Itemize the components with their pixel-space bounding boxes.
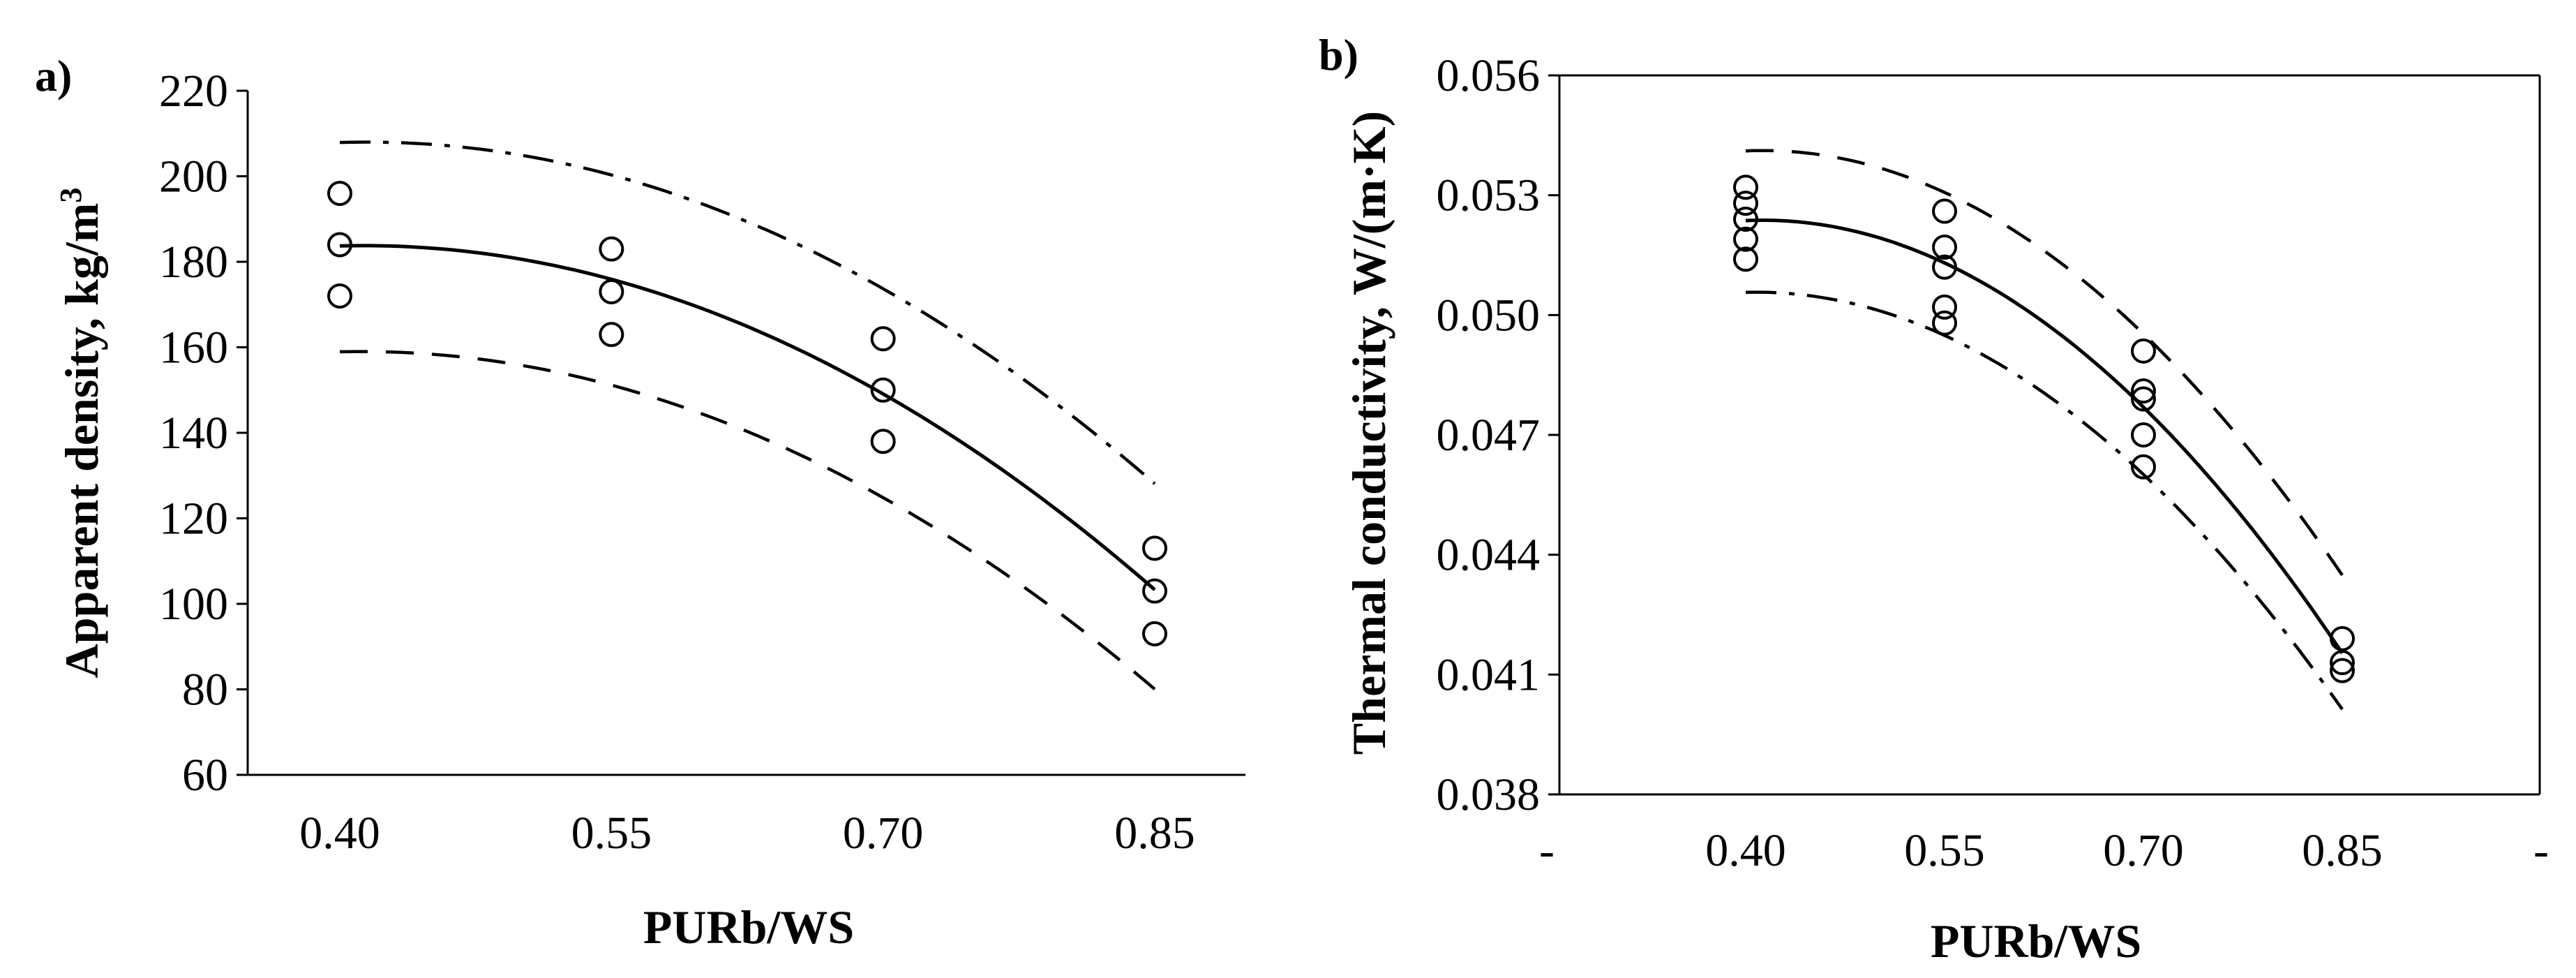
panel-a-data-point <box>599 236 624 262</box>
panel-a-data-point <box>1142 578 1167 604</box>
panel-a-y-tick-label: 80 <box>182 665 228 716</box>
panel-b-data-point <box>2330 625 2355 651</box>
panel-b-y-tick-label: 0.047 <box>1437 410 1541 461</box>
panel-b-data-point <box>1932 294 1957 320</box>
panel-a-y-axis-title: Apparent density, kg/m3 <box>54 188 109 679</box>
panel-a-y-tick-label: 140 <box>159 408 228 459</box>
panel-a-y-axis-title-superscript: 3 <box>54 188 88 203</box>
panel-b-data-point <box>2330 650 2355 676</box>
panel-b-data-point <box>1733 175 1758 200</box>
panel-b-data-point <box>1932 198 1957 224</box>
panel-a-y-tick-label: 200 <box>159 151 228 202</box>
panel-b-y-tick-label: 0.050 <box>1437 290 1541 341</box>
panel-b-x-tick-label: - <box>1539 825 1555 876</box>
panel-b-x-tick-label: - <box>2533 825 2549 876</box>
panel-b-data-point <box>1733 246 1758 272</box>
panel-a-data-point <box>870 326 896 352</box>
panel-b-y-tick-label: 0.038 <box>1437 769 1541 820</box>
panel-b-solid-curve <box>1745 218 2344 655</box>
panel-a-y-tick-label: 220 <box>159 66 228 117</box>
panel-b-data-point <box>2131 378 2156 404</box>
panel-a-solid-curve <box>339 244 1156 591</box>
panel-b-x-tick-label: 0.40 <box>1705 825 1786 876</box>
panel-a-data-point <box>599 322 624 348</box>
panel-a-y-tick-label: 60 <box>182 750 228 801</box>
panel-a-data-point <box>870 377 896 403</box>
panel-b-dash-dot-curve <box>1745 290 2344 711</box>
panel-b-data-point <box>1932 310 1957 336</box>
panel-a-data-point <box>870 429 896 454</box>
panel-b-data-point <box>2330 658 2355 683</box>
panel-a-density-chart: a) 60 80 100 120 140 160 180 200 220 0.40 0.55 0.70… <box>35 51 1245 954</box>
panel-b-x-tick-label: 0.55 <box>1904 825 1985 876</box>
panel-a-data-point <box>327 232 352 258</box>
panel-b-y-tick-label: 0.044 <box>1437 530 1541 581</box>
panel-b-data-point <box>2131 422 2156 447</box>
panel-a-y-tick-label: 180 <box>159 237 228 288</box>
panel-a-data-point <box>1142 535 1167 561</box>
panel-a-x-tick-label: 0.85 <box>1114 808 1195 859</box>
panel-a-y-tick-label: 100 <box>159 579 228 630</box>
panel-a-label: a) <box>35 51 72 101</box>
panel-a-data-point <box>327 283 352 309</box>
panel-b-data-point <box>2131 386 2156 412</box>
panel-a-dashed-curve <box>339 350 1156 690</box>
panel-a-y-tick-label: 160 <box>159 323 228 373</box>
panel-b-y-tick-label: 0.056 <box>1437 50 1541 101</box>
panel-b-y-tick-label: 0.053 <box>1437 170 1541 221</box>
panel-a-x-tick-label: 0.70 <box>843 808 924 859</box>
panel-b-x-tick-label: 0.70 <box>2103 825 2184 876</box>
panel-b-x-tick-label: 0.85 <box>2302 825 2383 876</box>
panel-a-y-axis-title-text: Apparent density, kg/m <box>55 203 108 679</box>
panel-a-data-point <box>327 181 352 206</box>
panel-b-data-point <box>2131 338 2156 364</box>
panel-a-plot-area: 60 80 100 120 140 160 180 200 220 0.40 0.55 0.70 0.8… <box>159 66 1245 859</box>
panel-a-x-tick-label: 0.55 <box>571 808 652 859</box>
panel-a-data-point <box>599 279 624 304</box>
panel-a-data-point <box>1142 621 1167 646</box>
panel-a-dash-dot-curve <box>339 140 1156 485</box>
panel-b-data-point <box>1733 207 1758 232</box>
panel-b-data-point <box>1932 254 1957 280</box>
panel-b-data-point <box>1932 235 1957 260</box>
panel-b-data-point <box>1733 226 1758 252</box>
panel-b-data-point <box>2131 454 2156 480</box>
panel-a-y-tick-label: 120 <box>159 494 228 544</box>
panel-b-x-axis-title: PURb/WS <box>1931 914 2141 968</box>
panel-b-label: b) <box>1319 30 1358 80</box>
panel-b-y-tick-label: 0.041 <box>1437 649 1541 700</box>
panel-b-dashed-curve <box>1745 149 2344 577</box>
panel-a-x-tick-label: 0.40 <box>299 808 380 859</box>
panel-a-x-axis-title: PURb/WS <box>643 901 854 954</box>
panel-b-data-point <box>1733 191 1758 216</box>
panel-b-plot-area: 0.038 0.041 0.044 0.047 0.050 0.053 0.056 - 0.40… <box>1437 50 2549 876</box>
panel-b-y-axis-title: Thermal conductivity, W/(m·K) <box>1342 111 1395 755</box>
